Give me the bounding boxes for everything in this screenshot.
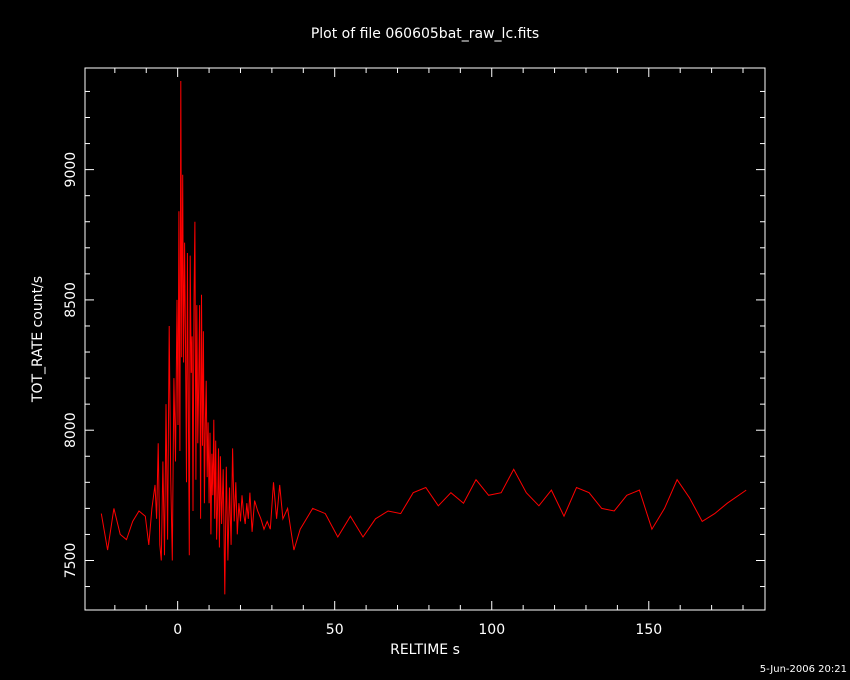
y-tick-label: 9000 (63, 152, 79, 188)
x-tick-label: 150 (635, 622, 662, 638)
timestamp-label: 5-Jun-2006 20:21 (760, 664, 847, 675)
x-axis-label: RELTIME s (390, 642, 460, 658)
axis-ticks: 0 50 100 150 7500 8000 8500 9000 (63, 68, 765, 638)
x-tick-label: 0 (173, 622, 182, 638)
y-tick-label: 7500 (63, 543, 79, 579)
series-line (100, 80, 747, 595)
chart-title: Plot of file 060605bat_raw_lc.fits (311, 26, 539, 42)
x-tick-label: 50 (326, 622, 344, 638)
y-tick-label: 8000 (63, 412, 79, 448)
plot-frame (84, 67, 766, 611)
y-axis-label: TOT_RATE count/s (30, 276, 46, 403)
series-layer (100, 80, 747, 595)
y-tick-label: 8500 (63, 282, 79, 318)
x-tick-label: 100 (478, 622, 505, 638)
